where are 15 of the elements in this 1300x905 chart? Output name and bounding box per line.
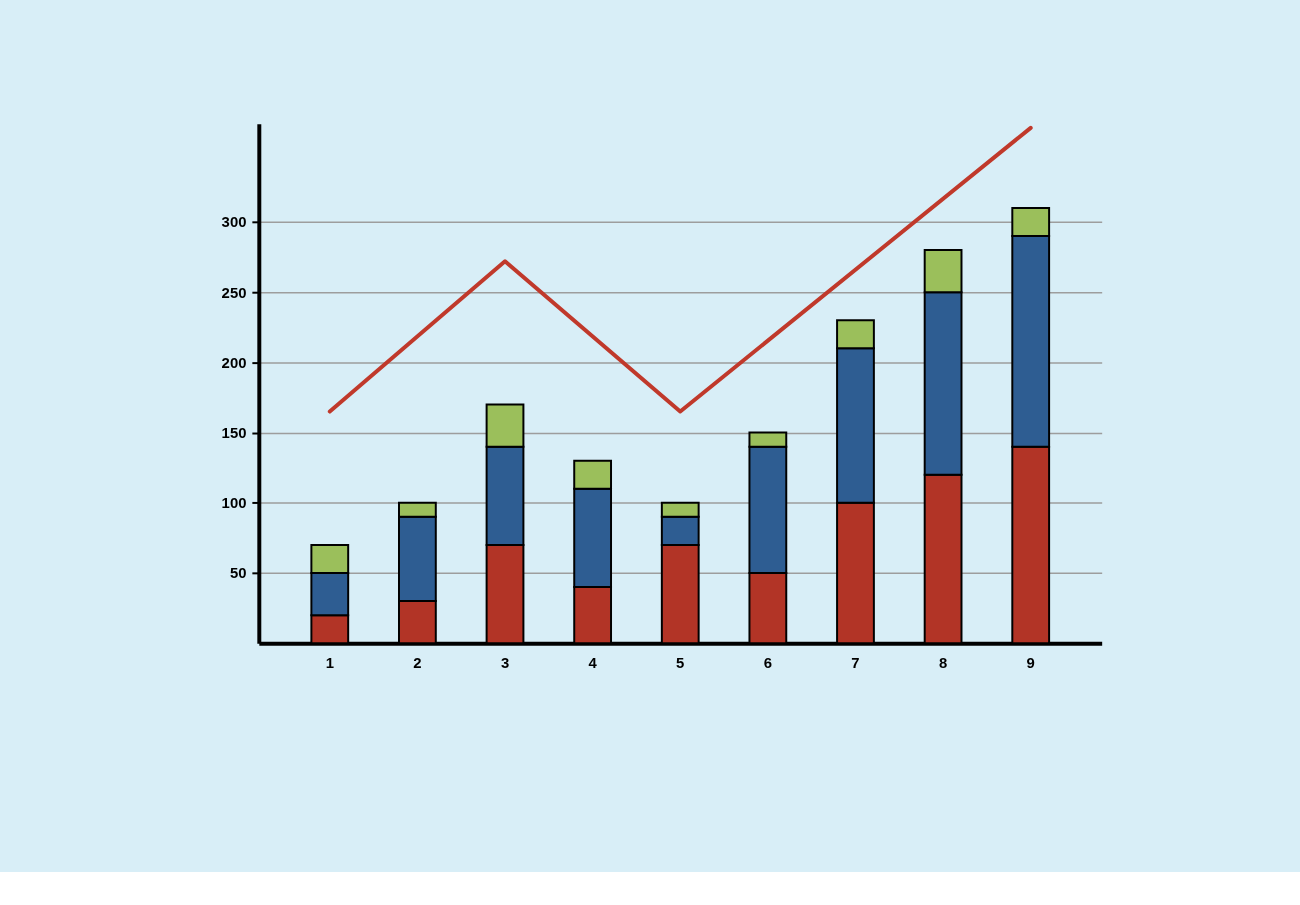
x-tick-label: 1 xyxy=(325,654,334,671)
y-tick-label: 300 xyxy=(221,214,247,231)
y-tick-label: 100 xyxy=(221,495,247,512)
x-tick-label: 9 xyxy=(1026,654,1035,671)
y-tick-label: 50 xyxy=(229,565,247,582)
x-tick-label: 4 xyxy=(588,654,598,671)
x-tick-label: 2 xyxy=(413,654,422,671)
y-tick-label: 200 xyxy=(221,354,247,371)
y-tick-label: 150 xyxy=(221,425,247,442)
x-tick-label: 3 xyxy=(500,654,510,671)
x-tick-label: 5 xyxy=(676,654,685,671)
x-tick-label: 8 xyxy=(938,654,948,671)
x-tick-label: 6 xyxy=(763,654,772,671)
x-tick-label: 7 xyxy=(851,654,860,671)
y-tick-label: 250 xyxy=(221,284,247,301)
